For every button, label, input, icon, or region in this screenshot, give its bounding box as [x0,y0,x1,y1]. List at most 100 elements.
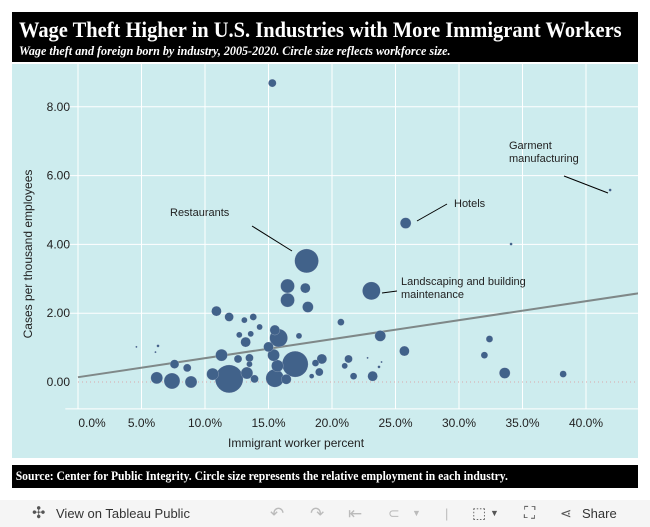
bubble[interactable] [156,344,160,348]
bubble[interactable] [341,362,348,370]
bubble[interactable] [377,365,381,369]
redo-icon[interactable]: ↷ [310,504,325,523]
tableau-toolbar: ✣ View on Tableau Public ↶ ↷ ⇤ ⊂ ▼ | ⬚ ▼… [0,500,650,527]
undo-icon[interactable]: ↶ [270,504,285,523]
bubble[interactable] [268,78,277,88]
bubble[interactable] [236,331,243,339]
x-tick-label: 35.0% [505,416,539,430]
bubble[interactable] [247,330,254,338]
bubble[interactable] [366,356,369,360]
bubble[interactable] [169,359,180,369]
scatter-chart[interactable]: 0.0% 5.0% 10.0% 15.0% 20.0% 25.0% 30.0% 35.0% 40… [12,64,638,458]
bubble[interactable] [154,350,157,354]
bubbles[interactable] [135,78,612,394]
bubble[interactable] [271,359,284,373]
bubble[interactable] [245,353,254,363]
bubble[interactable] [250,374,259,384]
fullscreen-icon[interactable]: ⛶ [524,505,536,522]
bubble[interactable] [399,345,410,357]
bubble[interactable] [349,372,358,380]
share-icon[interactable]: ⋖ [560,505,572,521]
annotation-label: Landscaping and building [401,276,526,288]
bubble[interactable] [256,323,263,331]
annotation-leader-line [251,225,293,252]
bubble[interactable] [367,370,378,382]
bubble[interactable] [300,282,311,294]
bubble[interactable] [380,360,383,364]
bubble[interactable] [249,313,257,321]
x-axis-label: Immigrant worker percent [228,436,365,450]
bubble[interactable] [211,305,222,317]
bubble[interactable] [240,336,251,348]
bubble[interactable] [281,373,292,385]
bubble[interactable] [308,373,315,379]
bubble[interactable] [135,345,138,349]
bubble[interactable] [480,351,489,359]
bubble[interactable] [263,341,274,353]
download-dropdown-icon[interactable]: ▼ [490,508,499,518]
bubble[interactable] [214,364,244,394]
annotation-leader-line [563,175,609,194]
bubble[interactable] [163,372,181,390]
bubble[interactable] [316,353,328,365]
bubble[interactable] [215,348,228,362]
source-text: Source: Center for Public Integrity. Cir… [15,469,508,483]
y-tick-label: 8.00 [47,100,71,114]
revert-icon[interactable]: ⇤ [348,504,363,523]
bubble[interactable] [240,366,254,380]
x-tick-label: 30.0% [442,416,476,430]
bubble[interactable] [337,318,345,326]
bubble[interactable] [362,281,381,301]
bubble[interactable] [246,360,253,368]
source-note: Source: Center for Public Integrity. Cir… [12,465,638,488]
bubble[interactable] [315,367,324,377]
bubble[interactable] [559,370,567,378]
bubble[interactable] [280,278,295,294]
chart-background [12,64,638,458]
y-tick-label: 4.00 [47,237,71,251]
bubble[interactable] [509,242,513,246]
share-button[interactable]: Share [582,506,617,521]
annotation-label: Restaurants [170,207,230,219]
annotation-label: Hotels [454,198,486,210]
y-axis-label: Cases per thousand employees [21,170,35,339]
bubble[interactable] [267,348,280,362]
bubble[interactable] [182,363,192,373]
bubble[interactable] [344,354,353,364]
x-tick-label: 40.0% [569,416,603,430]
bubble[interactable] [311,359,320,367]
view-on-tableau-link[interactable]: View on Tableau Public [56,506,190,521]
bubble[interactable] [295,332,303,340]
refresh-icon[interactable]: ⊂ [388,505,400,521]
annotation-label: manufacturing [509,153,579,165]
bubble[interactable] [294,248,319,274]
bubble[interactable] [233,354,243,364]
x-tick-label: 15.0% [251,416,285,430]
bubble[interactable] [150,371,163,385]
bubble[interactable] [184,375,198,389]
x-tick-label: 10.0% [188,416,222,430]
gridlines [65,64,638,410]
bubble[interactable] [498,367,511,379]
x-tick-label: 5.0% [128,416,156,430]
bubble[interactable] [241,316,248,324]
bubble[interactable] [206,367,219,381]
x-tick-label: 0.0% [78,416,106,430]
annotation-leader-line [381,290,398,294]
bubble[interactable] [374,330,386,342]
bubble[interactable] [269,324,281,336]
y-tick-label: 2.00 [47,306,71,320]
bubble[interactable] [399,217,412,229]
x-tick-label: 25.0% [378,416,412,430]
tableau-logo-icon: ✣ [32,505,46,522]
bubble[interactable] [485,335,494,343]
refresh-dropdown-icon[interactable]: ▼ [412,508,421,518]
bubble[interactable] [302,301,314,313]
bubble[interactable] [281,350,309,378]
x-tick-label: 20.0% [315,416,349,430]
bubble[interactable] [280,292,295,308]
tick-labels: 0.0% 5.0% 10.0% 15.0% 20.0% 25.0% 30.0% 35.0% 40… [47,100,604,430]
download-icon[interactable]: ⬚ [472,505,487,522]
bubble[interactable] [608,188,612,192]
bubble[interactable] [224,312,234,322]
